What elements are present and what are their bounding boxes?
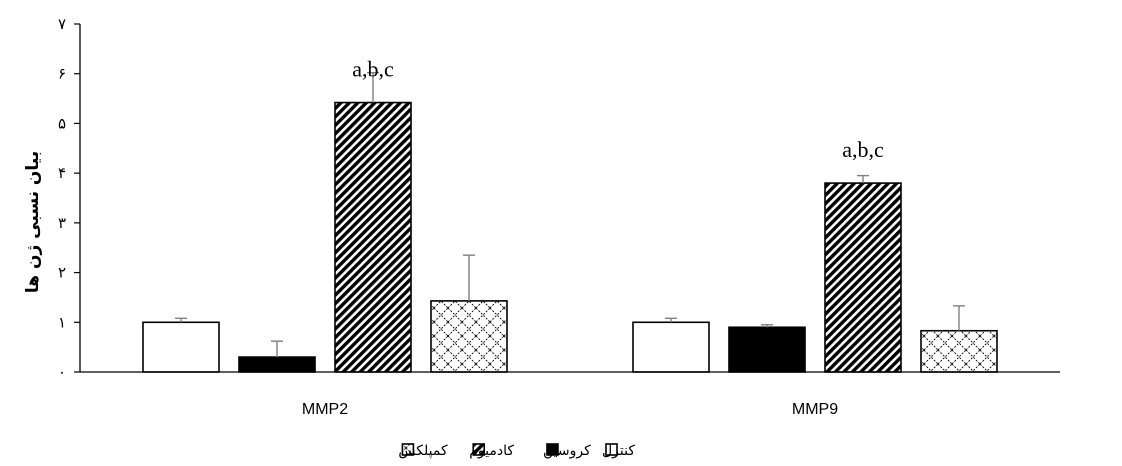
bar <box>920 329 998 373</box>
bar <box>238 356 316 373</box>
bar <box>142 321 220 373</box>
error-bars <box>175 72 965 358</box>
axes <box>79 24 1060 373</box>
y-axis-ticks: ۰ ۱ ۲ ۳ ۴ ۵ ۶ ۷ <box>58 15 80 381</box>
y-tick-label: ۳ <box>58 214 66 232</box>
y-tick-label: ۰ <box>58 363 66 381</box>
legend-label: کادمیوم <box>469 443 514 459</box>
x-axis-categories: MMP2 MMP9 <box>302 401 838 418</box>
significance-annotation: a,b,c <box>352 57 394 82</box>
bar <box>334 101 412 373</box>
y-tick-label: ۴ <box>58 164 66 182</box>
legend-swatch <box>605 443 618 456</box>
y-tick-label: ۲ <box>58 264 66 282</box>
bar <box>728 326 806 373</box>
legend-swatch <box>472 443 486 456</box>
legend-label: کروسین <box>543 443 591 459</box>
bar <box>632 321 710 373</box>
x-category-label: MMP2 <box>302 401 348 418</box>
bar <box>824 182 902 373</box>
y-axis-label: بیان نسبی ژن ها <box>23 151 43 293</box>
y-tick-label: ۱ <box>58 313 66 331</box>
legend-swatch <box>546 443 559 456</box>
significance-annotation: a,b,c <box>842 137 884 162</box>
legend-label: کمپلکس <box>398 443 448 459</box>
legend: کنترل کروسین کادمیوم کمپلکس <box>398 443 635 459</box>
y-tick-label: ۷ <box>58 15 66 33</box>
y-tick-label: ۶ <box>58 65 66 83</box>
bars <box>142 101 998 373</box>
bar <box>430 300 508 373</box>
legend-label: کنترل <box>602 443 635 459</box>
x-category-label: MMP9 <box>792 401 838 418</box>
annotations: a,b,c a,b,c <box>352 57 884 163</box>
legend-swatch <box>401 443 415 456</box>
y-tick-label: ۵ <box>58 114 66 132</box>
